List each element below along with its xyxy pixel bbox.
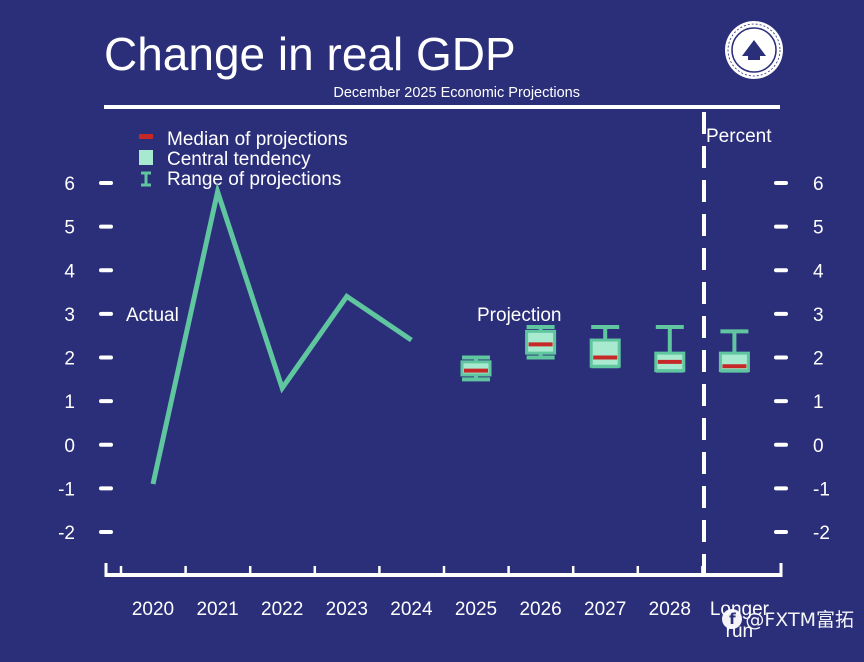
projection-2027 xyxy=(589,324,621,369)
projection-2028 xyxy=(654,324,686,373)
legend-central-swatch xyxy=(139,150,153,165)
projection-2026 xyxy=(525,324,557,360)
y-tick-label-left-4: 4 xyxy=(64,261,75,282)
y-tick-label-right-2: 2 xyxy=(813,349,824,370)
central-tendency-box-2025 xyxy=(460,360,492,377)
legend: Median of projections Central tendency R… xyxy=(139,129,348,190)
y-tick-label-left-1: 1 xyxy=(64,392,75,413)
x-tick-label-2022: 2022 xyxy=(261,599,303,620)
y-tick-label-left-5: 5 xyxy=(64,218,75,239)
x-tick-label-2020: 2020 xyxy=(132,599,174,620)
y-tick-label-right-6: 6 xyxy=(813,174,824,195)
y-axis-ticks: 6 6 5 5 4 4 3 3 2 2 1 1 0 0 -1 -1 -2 -2 xyxy=(58,174,830,544)
y-tick-label-left--2: -2 xyxy=(58,523,75,544)
y-tick-label-left-0: 0 xyxy=(64,436,75,457)
legend-central-label: Central tendency xyxy=(167,149,311,170)
actual-gdp-line xyxy=(150,182,413,485)
chart-title: Change in real GDP xyxy=(104,28,516,80)
projection-longer-run xyxy=(718,329,750,373)
x-tick-label-2027: 2027 xyxy=(584,599,626,620)
legend-range-swatch xyxy=(141,171,151,187)
projection-annotation: Projection xyxy=(477,305,562,326)
chart-subtitle: December 2025 Economic Projections xyxy=(333,85,580,101)
x-tick-label-2021: 2021 xyxy=(196,599,238,620)
y-tick-label-left-3: 3 xyxy=(64,305,75,326)
legend-median-swatch xyxy=(139,134,153,139)
y-tick-label-right-4: 4 xyxy=(813,261,824,282)
projection-series xyxy=(460,324,750,382)
y-tick-label-left-2: 2 xyxy=(64,349,75,370)
x-tick-label-2023: 2023 xyxy=(326,599,368,620)
y-tick-label-right--2: -2 xyxy=(813,523,830,544)
y-tick-label-left-6: 6 xyxy=(64,174,75,195)
x-tick-label-2025: 2025 xyxy=(455,599,497,620)
y-tick-label-left--1: -1 xyxy=(58,479,75,500)
actual-series xyxy=(150,182,413,485)
central-tendency-box-2027 xyxy=(589,338,621,368)
y-tick-label-right-3: 3 xyxy=(813,305,824,326)
watermark-text: @FXTM富拓 xyxy=(745,609,854,631)
x-tick-label-2024: 2024 xyxy=(390,599,433,620)
federal-reserve-seal-icon xyxy=(725,21,783,79)
y-tick-label-right-1: 1 xyxy=(813,392,824,413)
legend-median-label: Median of projections xyxy=(167,129,348,150)
y-axis-unit-label: Percent xyxy=(706,126,772,147)
actual-annotation: Actual xyxy=(126,305,179,326)
central-tendency-box-2026 xyxy=(525,329,557,355)
x-tick-label-2026: 2026 xyxy=(519,599,561,620)
facebook-icon: f xyxy=(722,608,743,629)
projection-2025 xyxy=(460,355,492,382)
y-tick-label-right-5: 5 xyxy=(813,218,824,239)
y-tick-label-right-0: 0 xyxy=(813,436,824,457)
x-tick-label-2028: 2028 xyxy=(649,599,691,620)
y-tick-label-right--1: -1 xyxy=(813,479,830,500)
watermark: f @FXTM富拓 xyxy=(722,605,854,632)
x-axis-ticks: 2020 2021 2022 2023 2024 2025 2026 2027 2028 Long… xyxy=(119,566,770,642)
legend-range-label: Range of projections xyxy=(167,169,341,190)
